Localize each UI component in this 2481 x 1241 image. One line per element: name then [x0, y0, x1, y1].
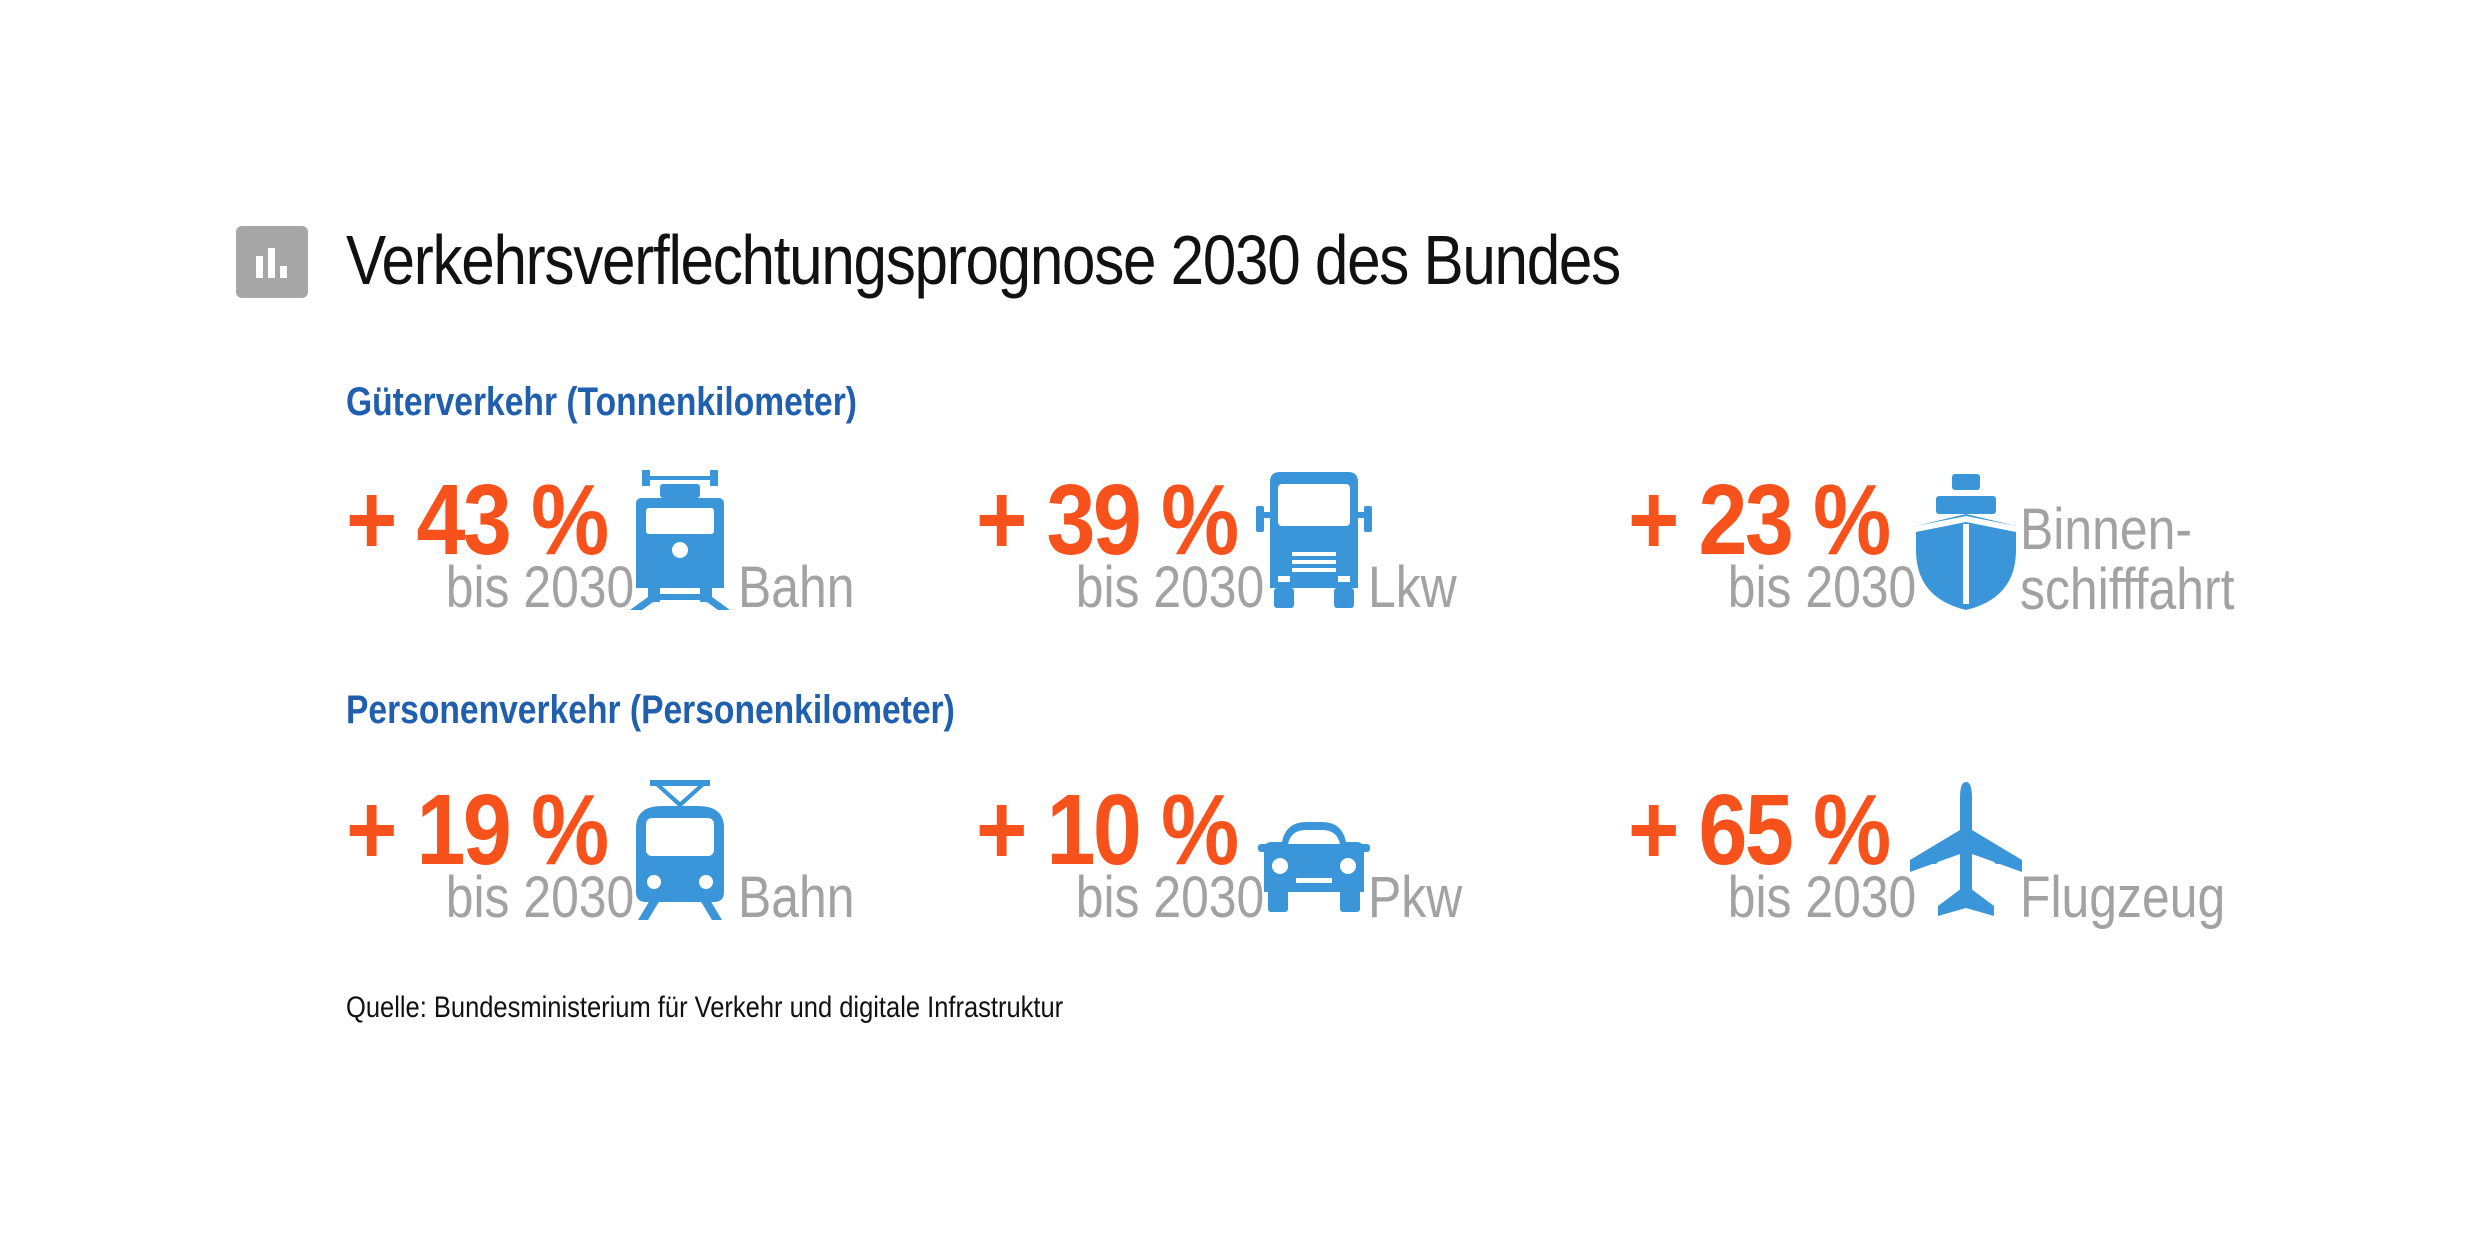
car-icon: [1256, 780, 1372, 920]
stat-passenger-air: + 65 % bis 2030 Flugzeug: [1628, 780, 2328, 930]
bar-chart-icon: [236, 226, 308, 298]
stat-horizon: bis 2030: [445, 555, 634, 620]
stat-value: + 43 %: [346, 464, 609, 576]
stat-value: + 23 %: [1628, 464, 1891, 576]
stat-horizon: bis 2030: [1075, 555, 1264, 620]
stat-freight-rail: + 43 % bis 2030 Bahn: [346, 470, 1046, 620]
ship-icon: [1908, 470, 2024, 610]
airplane-icon: [1908, 780, 2024, 920]
stat-freight-road: + 39 % bis 2030 Lkw: [976, 470, 1676, 620]
stat-freight-inland-waterway: + 23 % bis 2030 Binnen- schifffahrt: [1628, 470, 2328, 620]
mode-label: Binnen- schifffahrt: [2020, 497, 2235, 622]
stat-horizon: bis 2030: [1727, 555, 1916, 620]
stat-passenger-rail: + 19 % bis 2030 Bahn: [346, 780, 1046, 930]
mode-label: Lkw: [1368, 555, 1457, 620]
mode-label: Flugzeug: [2020, 865, 2226, 930]
stat-value: + 65 %: [1628, 774, 1891, 886]
stat-value: + 10 %: [976, 774, 1239, 886]
stat-passenger-car: + 10 % bis 2030 Pkw: [976, 780, 1676, 930]
freight-train-icon: [622, 470, 738, 610]
source-note: Quelle: Bundesministerium für Verkehr un…: [346, 991, 1064, 1024]
stat-horizon: bis 2030: [1727, 865, 1916, 930]
mode-label: Pkw: [1368, 865, 1463, 930]
stat-horizon: bis 2030: [1075, 865, 1264, 930]
mode-label: Bahn: [738, 865, 855, 930]
page-title: Verkehrsverflechtungsprognose 2030 des B…: [346, 221, 1621, 299]
stat-value: + 19 %: [346, 774, 609, 886]
passenger-train-icon: [622, 780, 738, 920]
stat-horizon: bis 2030: [445, 865, 634, 930]
stat-value: + 39 %: [976, 464, 1239, 576]
truck-icon: [1256, 470, 1372, 610]
section-heading-passenger: Personenverkehr (Personenkilometer): [346, 688, 955, 732]
mode-label: Bahn: [738, 555, 855, 620]
section-heading-freight: Güterverkehr (Tonnenkilometer): [346, 380, 857, 424]
